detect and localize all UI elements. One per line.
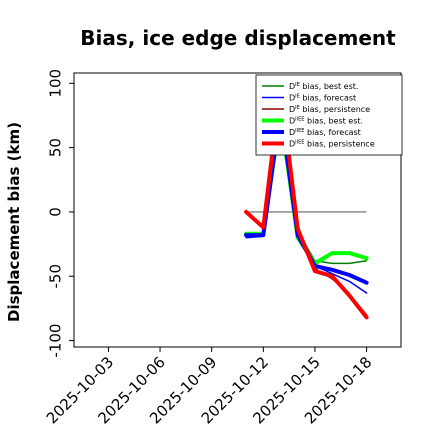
y-tick-label: 100 <box>47 69 65 98</box>
series-line-6 <box>244 83 369 320</box>
legend-label-1: DIE bias, best est. <box>289 82 358 91</box>
y-tick-label: -100 <box>47 324 65 358</box>
chart-title: Bias, ice edge displacement <box>80 26 396 50</box>
legend-label-3: DIE bias, persistence <box>289 105 370 114</box>
y-tick-label: 0 <box>47 207 65 217</box>
series-layer <box>244 83 369 320</box>
y-tick-label: -50 <box>47 264 65 289</box>
legend: DIE bias, best est. DIE bias, forecast DIE… <box>255 74 403 156</box>
plot-frame <box>73 72 402 348</box>
y-tick-label: 50 <box>47 138 65 157</box>
y-axis-label: Displacement bias (km) <box>5 122 23 322</box>
legend-label-2: DIE bias, forecast <box>289 94 356 103</box>
legend-label-5: DIIEE bias, forecast <box>289 128 361 137</box>
legend-label-4: DIIEE bias, best est. <box>289 117 363 126</box>
legend-label-6: DIIEE bias, persistence <box>289 140 375 149</box>
